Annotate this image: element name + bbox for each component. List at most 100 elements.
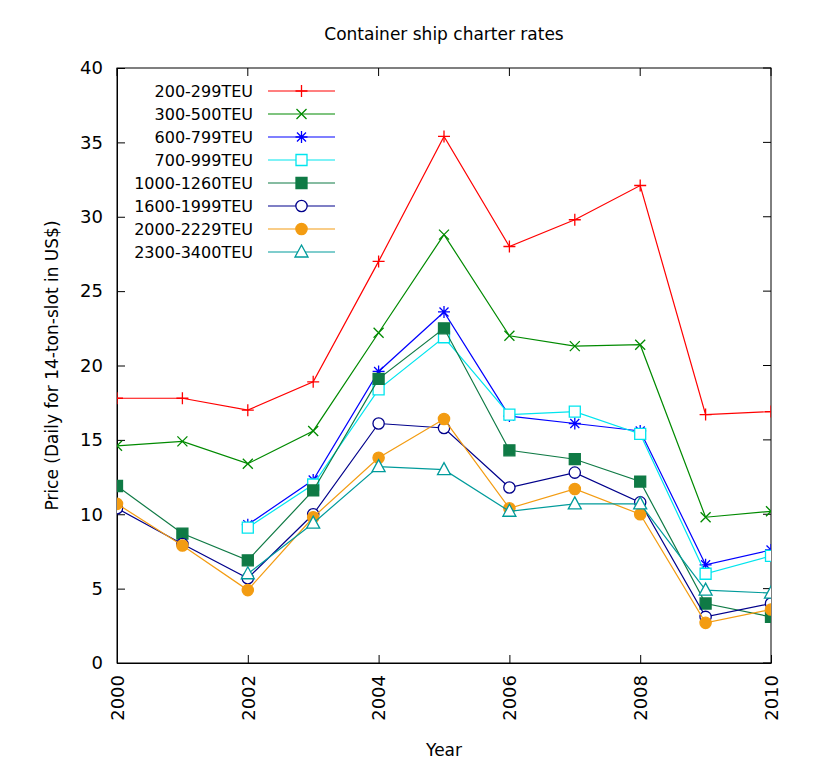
data-point [438, 413, 449, 424]
data-point [504, 331, 514, 341]
y-tick: 20 [80, 355, 125, 376]
legend-marker [296, 200, 307, 211]
data-point [700, 617, 711, 628]
x-axis-title: Year [425, 740, 462, 760]
y-tick-mark [117, 291, 125, 292]
x-tick-label: 2004 [368, 675, 389, 721]
legend-marker [296, 85, 308, 97]
legend-marker [295, 245, 308, 257]
series-markers [117, 323, 771, 623]
data-point [569, 467, 580, 478]
legend-marker [296, 223, 307, 234]
y-tick-label: 40 [80, 57, 103, 78]
data-point [117, 441, 122, 451]
data-point [765, 586, 772, 598]
data-point [177, 528, 188, 539]
data-point [117, 480, 123, 491]
x-tick-mirror [117, 68, 118, 76]
data-point [242, 404, 254, 416]
data-point [439, 230, 449, 240]
chart-title: Container ship charter rates [324, 24, 564, 44]
series-line [117, 328, 771, 617]
data-point [242, 555, 253, 566]
y-tick-label: 25 [80, 280, 103, 301]
x-tick-mark [379, 655, 380, 663]
y-axis: 0510152025303540 [80, 57, 125, 673]
x-axis: 200020022004200620082010 [107, 655, 782, 721]
data-point [700, 568, 711, 579]
y-tick: 25 [80, 280, 125, 301]
data-point [438, 463, 451, 475]
y-tick-mirror [763, 291, 771, 292]
x-tick-label: 2010 [761, 675, 782, 721]
data-point [504, 445, 515, 456]
x-tick-mirror [378, 68, 379, 76]
data-point [569, 418, 581, 430]
y-tick-mark [117, 366, 125, 367]
data-point [504, 482, 515, 493]
x-tick: 2004 [368, 655, 389, 721]
y-tick-mirror [763, 216, 771, 217]
data-point [568, 497, 581, 509]
y-tick-mirror [763, 68, 771, 69]
data-point [503, 241, 515, 253]
x-tick-mark [640, 655, 641, 663]
x-tick-mirror [247, 68, 248, 76]
legend-label: 200-299TEU [155, 82, 253, 101]
data-point [700, 598, 711, 609]
data-point [569, 454, 580, 465]
data-point [635, 428, 646, 439]
data-point [569, 406, 580, 417]
data-point [635, 497, 646, 508]
data-point [439, 323, 450, 334]
data-point [177, 436, 187, 446]
data-point [373, 418, 384, 429]
data-point [503, 504, 516, 516]
series-line [117, 424, 771, 617]
y-tick-label: 5 [92, 578, 103, 599]
data-point [241, 567, 254, 579]
chart: 0510152025303540200020022004200620082010… [0, 0, 840, 768]
y-tick: 15 [80, 429, 125, 450]
legend-label: 600-799TEU [155, 128, 253, 147]
data-point [117, 392, 123, 404]
x-tick-mirror [509, 68, 510, 76]
data-point [307, 516, 320, 528]
x-tick: 2006 [499, 655, 520, 721]
x-tick-label: 2006 [499, 675, 520, 721]
data-point [570, 341, 580, 351]
data-point [374, 328, 384, 338]
data-point [503, 410, 515, 422]
series-markers [242, 332, 771, 580]
data-point [765, 406, 771, 418]
legend-label: 1000-1260TEU [134, 174, 253, 193]
legend-label: 1600-1999TEU [134, 197, 253, 216]
x-axis-line [118, 663, 772, 664]
data-point [176, 392, 188, 404]
data-point [766, 506, 771, 516]
legend-label: 300-500TEU [155, 105, 253, 124]
data-point [635, 509, 646, 520]
x-tick-mark [117, 655, 118, 663]
legend-marker [297, 109, 307, 119]
y-tick-mirror [763, 365, 771, 366]
y-tick: 30 [80, 206, 125, 227]
plot-area [117, 130, 771, 628]
series-line [117, 136, 771, 414]
data-point [765, 604, 771, 615]
y-tick: 0 [92, 652, 125, 673]
data-point [569, 483, 580, 494]
legend: 200-299TEU300-500TEU600-799TEU700-999TEU… [134, 82, 335, 262]
x-tick-label: 2000 [107, 675, 128, 721]
data-point [634, 180, 646, 192]
series-markers [117, 418, 771, 623]
data-point [766, 550, 772, 561]
data-point [372, 460, 385, 472]
data-point [701, 512, 711, 522]
data-point [308, 426, 318, 436]
series-line [248, 312, 771, 565]
x-tick-mirror [640, 68, 641, 76]
data-point [242, 584, 253, 595]
y-tick-label: 0 [92, 652, 103, 673]
data-point [308, 485, 319, 496]
